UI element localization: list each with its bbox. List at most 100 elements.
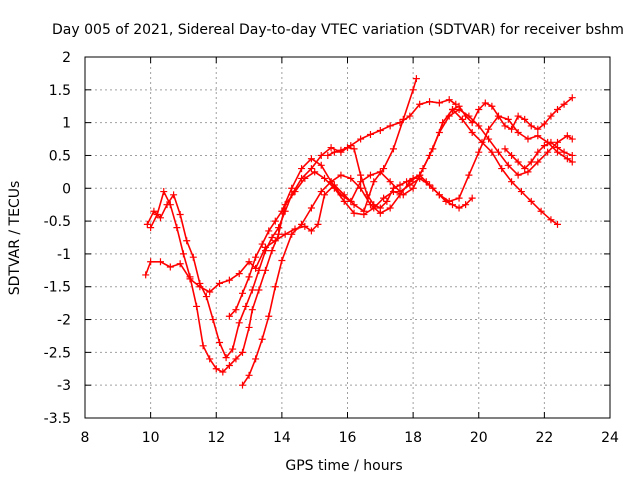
- data-point: [563, 155, 571, 163]
- data-point: [239, 348, 246, 356]
- data-point: [350, 145, 358, 153]
- data-point: [307, 165, 315, 173]
- data-point: [445, 112, 453, 120]
- data-point: [455, 102, 463, 110]
- data-point: [350, 201, 358, 209]
- data-point: [455, 194, 463, 202]
- data-point: [337, 171, 345, 179]
- data-point: [307, 204, 315, 212]
- data-point: [409, 86, 417, 94]
- data-point: [568, 94, 576, 102]
- data-point: [193, 302, 201, 310]
- data-point: [406, 181, 414, 189]
- data-point: [142, 271, 150, 279]
- data-point: [488, 102, 496, 110]
- y-axis-label: SDTVAR / TECUs: [7, 181, 23, 296]
- data-point: [278, 207, 286, 215]
- data-point: [222, 354, 230, 362]
- data-point: [568, 135, 576, 143]
- y-tick-label: 0.5: [49, 148, 71, 164]
- data-point: [239, 381, 246, 389]
- data-point: [498, 165, 506, 173]
- data-point: [327, 178, 335, 186]
- data-point: [494, 148, 502, 156]
- data-point: [380, 194, 388, 202]
- data-point: [176, 211, 184, 219]
- data-point: [475, 106, 483, 114]
- data-point: [330, 148, 338, 156]
- gridlines: [85, 57, 610, 418]
- series-7: [449, 94, 576, 133]
- data-point: [527, 158, 535, 166]
- y-tick-label: 1: [62, 116, 71, 132]
- data-point: [366, 171, 374, 179]
- data-point: [412, 75, 420, 83]
- data-point: [521, 165, 529, 173]
- data-point: [255, 286, 263, 294]
- data-point: [534, 132, 542, 140]
- data-point: [501, 122, 509, 130]
- data-point: [514, 128, 522, 136]
- data-point: [376, 204, 384, 212]
- data-point: [196, 279, 204, 287]
- data-point: [216, 279, 224, 287]
- data-point: [216, 339, 224, 347]
- data-point: [442, 197, 450, 205]
- data-point: [508, 125, 516, 133]
- data-point: [357, 135, 365, 143]
- data-point: [416, 100, 424, 108]
- data-point: [386, 122, 394, 130]
- data-point: [147, 258, 155, 266]
- data-point: [429, 184, 437, 192]
- data-point: [147, 224, 155, 232]
- data-point: [435, 99, 443, 107]
- data-point: [494, 112, 502, 120]
- data-point: [337, 146, 345, 154]
- data-point: [150, 207, 158, 215]
- data-point: [521, 115, 529, 123]
- data-point: [265, 312, 273, 320]
- data-point: [547, 112, 555, 120]
- y-tick-label: -3: [57, 378, 71, 394]
- data-point: [219, 368, 227, 376]
- data-point: [508, 178, 516, 186]
- data-point: [540, 120, 548, 128]
- data-point: [232, 355, 240, 363]
- data-point: [298, 165, 306, 173]
- data-point: [409, 184, 417, 192]
- data-point: [176, 260, 184, 268]
- y-tick-label: -1.5: [44, 280, 71, 296]
- data-point: [327, 144, 335, 152]
- data-point: [458, 115, 466, 123]
- data-point: [268, 234, 276, 241]
- x-tick-label: 12: [207, 430, 225, 446]
- data-point: [268, 247, 276, 255]
- data-point: [225, 312, 233, 320]
- data-point: [350, 209, 358, 217]
- y-tick-label: -2.5: [44, 345, 71, 361]
- data-point: [357, 184, 365, 192]
- data-point: [156, 214, 164, 222]
- data-point: [370, 201, 378, 209]
- data-point: [275, 224, 283, 232]
- data-point: [212, 365, 220, 373]
- data-point: [245, 273, 253, 281]
- data-point: [183, 237, 191, 245]
- data-point: [383, 197, 391, 205]
- data-point: [504, 161, 512, 169]
- data-point: [209, 316, 217, 324]
- data-point: [261, 247, 269, 255]
- data-point: [360, 211, 368, 219]
- data-point: [166, 263, 174, 271]
- data-point: [225, 276, 233, 284]
- data-point: [311, 168, 319, 176]
- data-point: [445, 96, 453, 104]
- data-point: [258, 335, 266, 343]
- data-point: [475, 148, 483, 156]
- y-tick-label: 2: [62, 50, 71, 66]
- data-point: [540, 142, 548, 150]
- data-point: [235, 319, 243, 327]
- data-point: [288, 230, 296, 238]
- x-tick-label: 18: [404, 430, 422, 446]
